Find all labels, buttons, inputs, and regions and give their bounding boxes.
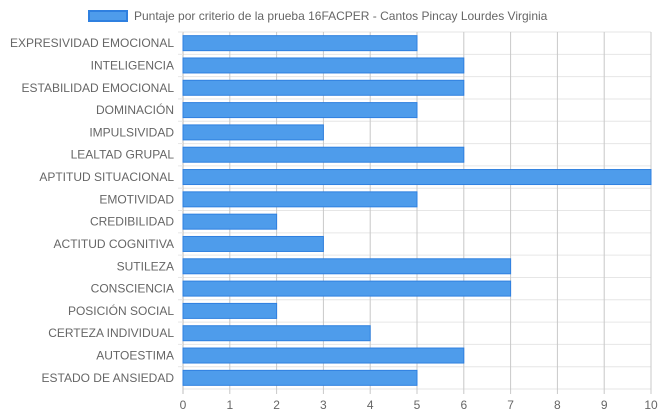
y-tick-label: APTITUD SITUACIONAL — [39, 170, 174, 184]
y-tick-label: ESTABILIDAD EMOCIONAL — [22, 81, 175, 95]
chart-legend[interactable]: Puntaje por criterio de la prueba 16FACP… — [88, 7, 547, 25]
y-tick-label: CREDIBILIDAD — [90, 215, 174, 229]
y-tick-label: AUTOESTIMA — [96, 349, 174, 363]
y-tick-label: DOMINACIÓN — [96, 102, 174, 117]
legend-swatch — [88, 10, 128, 22]
y-tick-label: IMPULSIVIDAD — [89, 125, 174, 139]
legend-label: Puntaje por criterio de la prueba 16FACP… — [134, 9, 548, 23]
x-tick-label: 0 — [180, 398, 187, 412]
bar — [182, 169, 652, 186]
x-tick-label: 7 — [507, 398, 514, 412]
bar — [182, 369, 418, 386]
y-tick-label: ESTADO DE ANSIEDAD — [42, 371, 175, 385]
bar — [182, 79, 465, 96]
x-tick-label: 6 — [460, 398, 467, 412]
bar — [182, 280, 512, 297]
y-tick-label: LEALTAD GRUPAL — [71, 148, 175, 162]
bar — [182, 146, 465, 163]
x-tick-label: 4 — [367, 398, 374, 412]
y-tick-label: CERTEZA INDIVIDUAL — [48, 326, 174, 340]
bar — [182, 213, 278, 230]
y-tick-label: EMOTIVIDAD — [99, 192, 174, 206]
x-tick-label: 8 — [554, 398, 561, 412]
bar — [182, 258, 512, 275]
x-tick-label: 10 — [644, 398, 658, 412]
bar — [182, 325, 371, 342]
bar — [182, 235, 324, 252]
x-tick-label: 9 — [601, 398, 608, 412]
bar — [182, 124, 324, 141]
y-tick-label: INTELIGENCIA — [91, 58, 174, 72]
bar — [182, 102, 418, 119]
y-tick-label: CONSCIENCIA — [91, 282, 174, 296]
bar — [182, 57, 465, 74]
y-tick-label: EXPRESIVIDAD EMOCIONAL — [10, 36, 174, 50]
x-tick-label: 2 — [273, 398, 280, 412]
bar — [182, 191, 418, 208]
bar — [182, 347, 465, 364]
bar — [182, 302, 278, 319]
y-tick-label: ACTITUD COGNITIVA — [54, 237, 174, 251]
x-tick-label: 5 — [414, 398, 421, 412]
bar — [182, 35, 418, 52]
y-tick-label: POSICIÓN SOCIAL — [68, 303, 174, 318]
x-tick-label: 1 — [226, 398, 233, 412]
y-tick-label: SUTILEZA — [117, 259, 174, 273]
x-tick-label: 3 — [320, 398, 327, 412]
